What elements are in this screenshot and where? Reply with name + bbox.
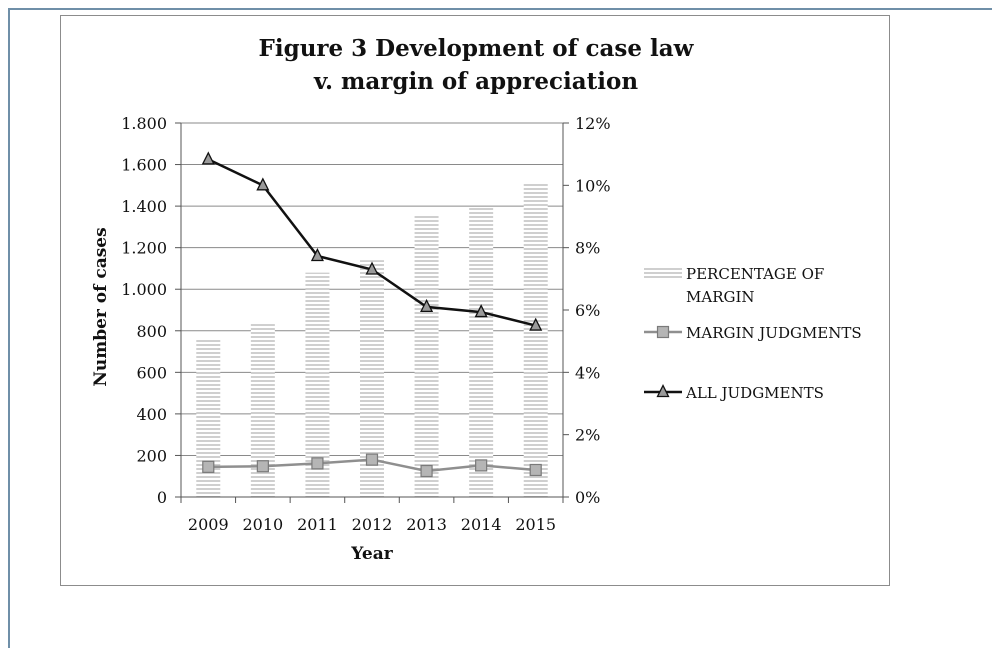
right-axis-tick-label: 4%	[575, 363, 600, 382]
left-axis-tick-label: 800	[136, 322, 167, 341]
point-margin-judgments	[475, 459, 488, 472]
left-axis-tick-label: 600	[136, 363, 167, 382]
left-axis-tick-label: 0	[157, 488, 167, 507]
legend-label-percentage-of-margin: PERCENTAGE OF MARGIN	[686, 265, 824, 306]
axes	[175, 122, 569, 503]
bar-percentage-of-margin	[196, 338, 221, 497]
x-axis-tick-label: 2014	[461, 515, 502, 534]
bar-series	[196, 183, 548, 498]
tick-labels: 0 200 400 600 800 1.000 1.200 1.400 1.600 1.800 0%…	[121, 114, 610, 534]
point-margin-judgments	[311, 457, 324, 470]
legend-marker-margin-judgments	[656, 325, 670, 339]
chart-svg: Figure 3 Development of case law v. marg…	[91, 35, 862, 564]
point-all-judgments	[256, 177, 270, 191]
chart-title-line-2: v. margin of appreciation	[313, 68, 638, 95]
left-axis-tick-label: 400	[136, 405, 167, 424]
legend-marker-all-judgments	[656, 384, 670, 398]
right-axis-tick-label: 12%	[575, 114, 611, 133]
point-margin-judgments	[365, 453, 379, 466]
chart-area: Figure 3 Development of case law v. marg…	[60, 15, 890, 586]
right-axis-tick-label: 10%	[575, 176, 611, 195]
x-axis-tick-label: 2011	[297, 515, 338, 534]
x-axis-tick-label: 2012	[352, 515, 393, 534]
point-all-judgments	[310, 248, 324, 262]
left-axis-tick-label: 1.400	[121, 197, 167, 216]
left-axis-tick-label: 1.200	[121, 239, 167, 258]
point-margin-judgments	[256, 460, 269, 473]
left-axis-tick-label: 200	[136, 446, 167, 465]
point-margin-judgments	[420, 464, 433, 478]
y-axis-label: Number of cases	[91, 227, 111, 386]
point-margin-judgments	[529, 463, 542, 477]
x-axis-tick-label: 2013	[406, 515, 447, 534]
x-axis-tick-label: 2015	[515, 515, 556, 534]
bar-percentage-of-margin	[414, 214, 439, 498]
point-all-judgments	[365, 261, 379, 275]
right-axis-tick-label: 8%	[575, 239, 600, 258]
left-axis-tick-label: 1.000	[121, 280, 167, 299]
bar-percentage-of-margin	[523, 183, 548, 497]
page-frame	[8, 8, 992, 648]
line-series	[201, 151, 543, 478]
chart-title-line-1: Figure 3 Development of case law	[259, 35, 695, 62]
point-all-judgments	[201, 151, 215, 165]
point-all-judgments	[420, 298, 434, 313]
bar-percentage-of-margin	[469, 207, 494, 497]
legend-label-all-judgments: ALL JUDGMENTS	[685, 384, 824, 402]
x-axis-tick-label: 2010	[242, 515, 283, 534]
left-axis-tick-label: 1.600	[121, 156, 167, 175]
left-axis-tick-label: 1.800	[121, 114, 167, 133]
right-axis-tick-label: 6%	[575, 301, 600, 320]
right-axis-tick-label: 0%	[575, 488, 600, 507]
legend-label-margin-judgments: MARGIN JUDGMENTS	[686, 324, 862, 342]
point-all-judgments	[474, 304, 488, 318]
legend: PERCENTAGE OF MARGIN MARGIN JUDGMENTS ALL J…	[644, 265, 862, 402]
x-axis-label: Year	[350, 544, 393, 564]
point-all-judgments	[529, 317, 543, 331]
x-axis-tick-label: 2009	[188, 515, 229, 534]
right-axis-tick-label: 2%	[575, 426, 600, 445]
legend-swatch-percentage-of-margin	[644, 266, 682, 279]
point-margin-judgments	[202, 460, 215, 473]
